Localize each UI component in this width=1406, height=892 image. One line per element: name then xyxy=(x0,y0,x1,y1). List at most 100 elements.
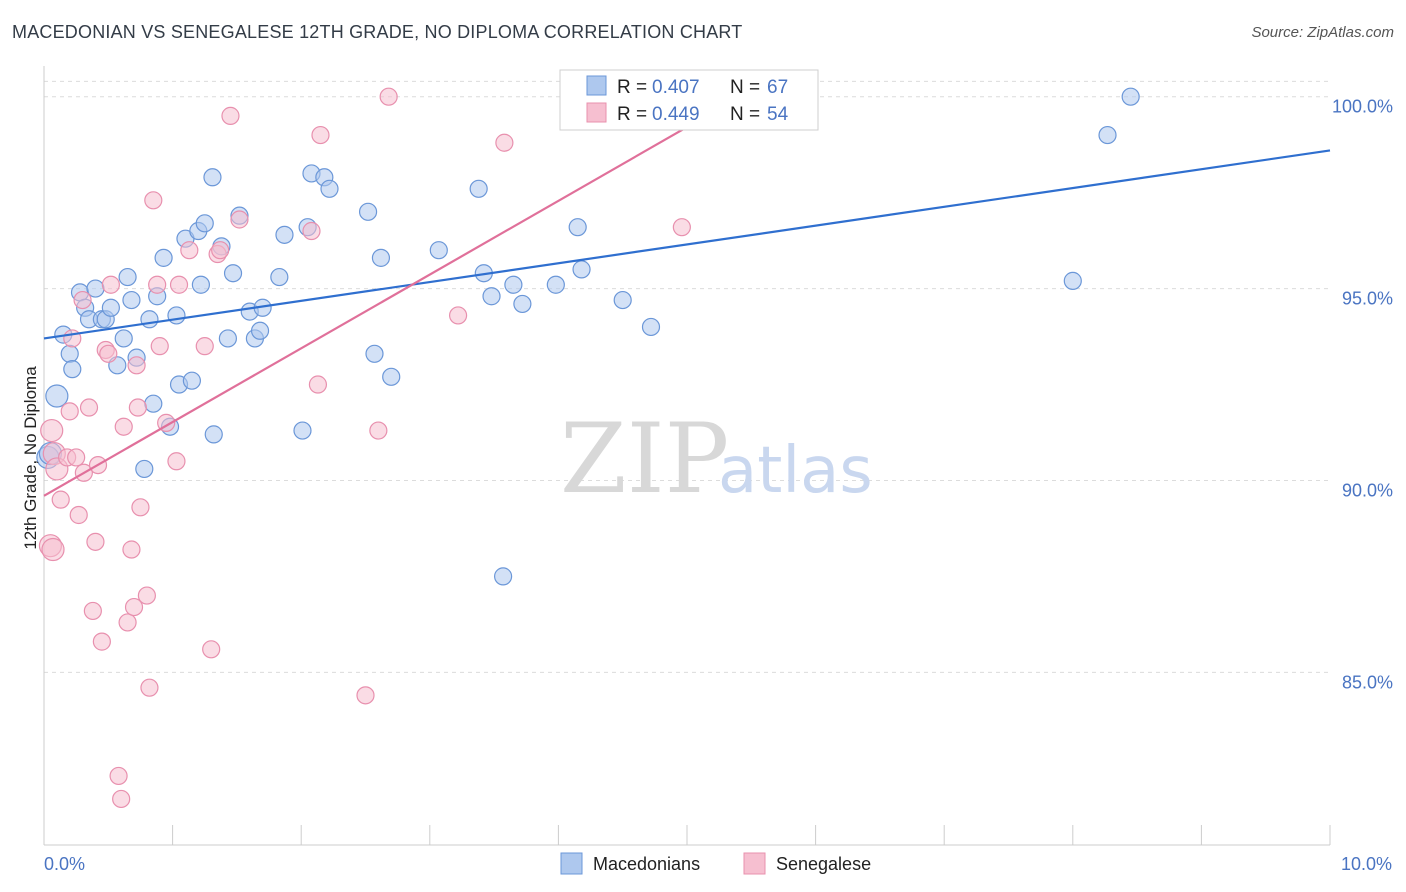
macedonian-point-12 xyxy=(101,298,120,317)
legend-r-value-1: 0.407 xyxy=(652,77,700,98)
watermark-atlas: atlas xyxy=(718,434,873,508)
senegalese-point-42 xyxy=(221,106,240,125)
grid xyxy=(44,80,1330,673)
senegalese-point-6 xyxy=(60,402,79,421)
macedonian-point-62 xyxy=(613,290,632,310)
senegalese-point-14 xyxy=(86,532,105,551)
macedonian-point-47 xyxy=(320,179,339,198)
senegalese-point-4 xyxy=(51,490,70,509)
y-tick-label-0: 85.0% xyxy=(1342,672,1393,692)
senegalese-point-10 xyxy=(73,290,92,310)
legend-box: R = 0.407 N = 67 R = 0.449 N = 54 xyxy=(559,69,819,131)
legend-n-value-1: 67 xyxy=(767,77,788,98)
legend-swatch-senegalese xyxy=(586,102,607,123)
senegalese-point-45 xyxy=(308,375,328,394)
macedonian-trend-line xyxy=(43,149,1331,340)
bottom-legend-swatch-senegalese xyxy=(743,852,766,875)
macedonian-point-43 xyxy=(293,421,312,440)
macedonian-point-24 xyxy=(167,306,186,325)
senegalese-point-27 xyxy=(128,398,147,417)
senegalese-point-39 xyxy=(202,640,221,659)
macedonian-point-59 xyxy=(546,275,565,294)
macedonian-point-58 xyxy=(513,294,532,314)
senegalese-point-28 xyxy=(131,498,150,517)
legend-n-label-1: N = xyxy=(730,77,760,98)
x-tick-max: 10.0% xyxy=(1341,854,1392,874)
senegalese-point-32 xyxy=(148,275,167,294)
senegalese-point-53 xyxy=(41,537,65,562)
senegalese-point-46 xyxy=(311,125,330,145)
macedonian-point-55 xyxy=(482,287,501,306)
legend-r-value-2: 0.449 xyxy=(652,104,700,125)
macedonian-point-19 xyxy=(140,310,159,329)
macedonian-point-41 xyxy=(270,267,289,287)
trend-lines xyxy=(43,118,1331,497)
bottom-legend-swatch-macedonians xyxy=(560,852,583,875)
macedonian-point-31 xyxy=(203,168,222,187)
legend-swatch-macedonians xyxy=(586,75,607,96)
macedonian-point-39 xyxy=(250,321,270,340)
x-tick-min: 0.0% xyxy=(44,854,85,874)
macedonian-point-5 xyxy=(63,360,82,379)
bottom-legend: Macedonians Senegalese xyxy=(560,852,871,875)
macedonian-point-30 xyxy=(195,214,214,233)
y-axis-label: 12th Grade, No Diploma xyxy=(21,366,40,550)
macedonian-point-34 xyxy=(218,329,237,348)
macedonian-point-51 xyxy=(382,367,401,386)
macedonian-point-63 xyxy=(641,317,661,337)
source-label: Source: ZipAtlas.com xyxy=(1251,24,1394,41)
senegalese-point-37 xyxy=(180,241,199,260)
y-tick-label-3: 100.0% xyxy=(1332,97,1393,117)
senegalese-point-1 xyxy=(40,418,64,443)
senegalese-point-51 xyxy=(495,133,514,152)
legend-n-label-2: N = xyxy=(730,104,760,125)
senegalese-point-23 xyxy=(118,613,137,632)
macedonian-point-42 xyxy=(275,225,294,244)
senegalese-point-31 xyxy=(144,191,163,210)
senegalese-point-21 xyxy=(112,789,131,809)
macedonian-point-18 xyxy=(135,459,154,479)
macedonian-point-27 xyxy=(182,371,201,390)
senegalese-point-25 xyxy=(124,597,144,617)
legend-n-value-2: 54 xyxy=(767,104,789,125)
macedonian-point-57 xyxy=(504,275,523,294)
senegalese-trend-line xyxy=(43,118,701,497)
macedonian-point-22 xyxy=(154,248,173,267)
macedonian-point-66 xyxy=(1121,87,1140,106)
senegalese-point-49 xyxy=(379,87,398,106)
points-layer xyxy=(36,87,1140,809)
senegalese-point-22 xyxy=(114,417,133,436)
legend-r-label-1: R = xyxy=(617,77,647,98)
senegalese-point-52 xyxy=(672,218,691,237)
legend-r-label-2: R = xyxy=(617,104,647,125)
y-tick-label-2: 95.0% xyxy=(1342,289,1393,309)
senegalese-point-35 xyxy=(167,452,186,471)
chart-title: MACEDONIAN VS SENEGALESE 12TH GRADE, NO … xyxy=(12,22,743,42)
macedonian-point-35 xyxy=(223,264,243,283)
macedonian-point-16 xyxy=(122,290,141,310)
macedonian-point-65 xyxy=(1098,125,1117,145)
macedonian-point-56 xyxy=(494,567,513,586)
senegalese-point-33 xyxy=(150,337,169,356)
senegalese-point-36 xyxy=(169,275,189,294)
bottom-legend-macedonians: Macedonians xyxy=(593,854,700,874)
senegalese-point-12 xyxy=(79,398,99,417)
senegalese-point-26 xyxy=(127,356,146,375)
macedonian-point-4 xyxy=(60,344,79,363)
senegalese-point-44 xyxy=(302,221,321,241)
bottom-legend-senegalese: Senegalese xyxy=(776,854,871,874)
senegalese-point-18 xyxy=(99,344,118,363)
watermark-zip: ZIP xyxy=(560,403,729,515)
macedonian-point-14 xyxy=(114,329,133,348)
senegalese-point-19 xyxy=(101,275,120,294)
senegalese-point-47 xyxy=(356,686,375,705)
senegalese-point-29 xyxy=(137,586,156,605)
senegalese-point-16 xyxy=(92,632,111,651)
senegalese-point-24 xyxy=(122,540,141,559)
macedonian-point-49 xyxy=(365,344,384,363)
macedonian-point-15 xyxy=(118,267,137,287)
macedonian-point-29 xyxy=(191,275,210,294)
macedonian-point-50 xyxy=(371,248,391,267)
senegalese-point-50 xyxy=(448,306,468,325)
